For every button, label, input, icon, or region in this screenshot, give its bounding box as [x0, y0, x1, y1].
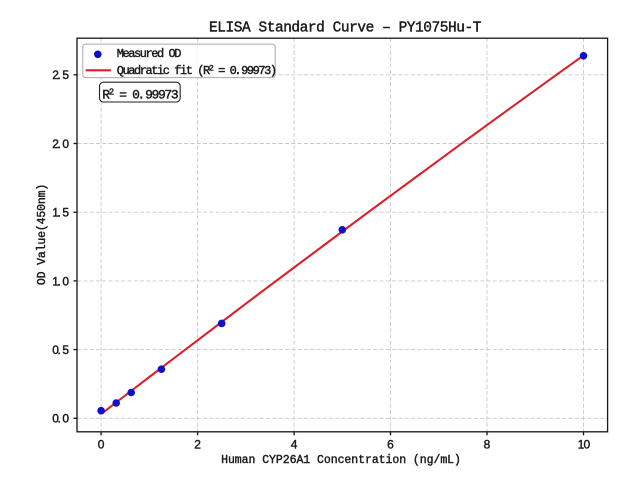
svg-text:R2 = 0.99973: R2 = 0.99973 — [102, 87, 178, 102]
svg-text:ELISA Standard Curve – PY1075H: ELISA Standard Curve – PY1075Hu-T — [209, 21, 482, 37]
svg-text:2.5: 2. 5 — [52, 68, 69, 82]
svg-text:OD Value(450nm): OD Value(450nm) — [36, 184, 49, 285]
svg-text:0: 0 — [98, 438, 105, 452]
svg-text:6: 6 — [387, 438, 394, 452]
svg-text:10: 10 — [578, 438, 591, 452]
svg-text:2.0: 2. 0 — [52, 137, 69, 151]
svg-text:1.5: 1. 5 — [52, 206, 69, 220]
svg-text:1.0: 1. 0 — [52, 274, 69, 288]
svg-text:0.5: 0. 5 — [52, 343, 69, 357]
svg-text:8: 8 — [484, 438, 491, 452]
svg-text:0.0: 0. 0 — [52, 412, 69, 426]
svg-text:Human CYP26A1 Concentration (n: Human CYP26A1 Concentration (ng/mL) — [221, 454, 461, 467]
svg-text:4: 4 — [291, 438, 298, 452]
svg-text:Measured OD: Measured OD — [117, 47, 182, 61]
svg-text:2: 2 — [194, 438, 201, 452]
svg-text:Quadratic fit (R2 = 0.99973): Quadratic fit (R2 = 0.99973) — [117, 64, 276, 79]
